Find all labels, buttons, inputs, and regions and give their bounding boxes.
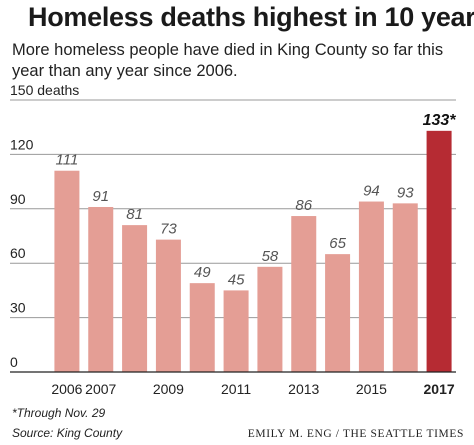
value-label: 91	[92, 188, 109, 205]
chart-title: Homeless deaths highest in 10 years	[28, 2, 474, 32]
value-label: 86	[295, 197, 312, 214]
x-tick-label: 2006	[51, 381, 82, 397]
y-tick-label: 150 deaths	[10, 82, 79, 98]
source-note: Source: King County	[12, 426, 123, 440]
y-tick-label: 90	[10, 191, 26, 207]
value-label: 111	[56, 152, 79, 169]
value-label: 73	[160, 221, 177, 238]
bar	[257, 266, 283, 372]
value-label: 93	[397, 184, 414, 201]
value-label: 45	[228, 271, 245, 288]
x-tick-label: 2009	[153, 381, 184, 397]
y-tick-label: 0	[10, 354, 18, 370]
bar	[291, 216, 317, 372]
y-tick-label: 120	[10, 136, 34, 152]
bar	[155, 239, 181, 372]
bar	[358, 201, 384, 372]
bar	[392, 203, 418, 372]
y-tick-label: 30	[10, 300, 26, 316]
bar	[189, 283, 215, 372]
credit-line: EMILY M. ENG / THE SEATTLE TIMES	[247, 428, 464, 440]
y-tick-label: 60	[10, 245, 26, 261]
x-tick-label: 2007	[85, 381, 116, 397]
value-label: 49	[194, 264, 211, 281]
bar	[325, 254, 351, 372]
chart-subtitle: More homeless people have died in King C…	[12, 41, 444, 80]
value-label: 133*	[423, 112, 457, 129]
x-tick-label: 2013	[288, 381, 319, 397]
value-label: 58	[262, 248, 279, 265]
value-label: 94	[363, 183, 380, 200]
value-label: 65	[329, 235, 346, 252]
x-tick-label: 2015	[356, 381, 387, 397]
highlight-bar	[426, 130, 452, 372]
bar	[54, 170, 80, 372]
footnote: *Through Nov. 29	[12, 406, 106, 420]
x-tick-label: 2011	[221, 381, 251, 397]
bar	[223, 290, 249, 372]
bar	[88, 206, 114, 372]
value-label: 81	[126, 206, 143, 223]
x-tick-label: 2017	[424, 381, 455, 397]
bar	[122, 225, 148, 372]
